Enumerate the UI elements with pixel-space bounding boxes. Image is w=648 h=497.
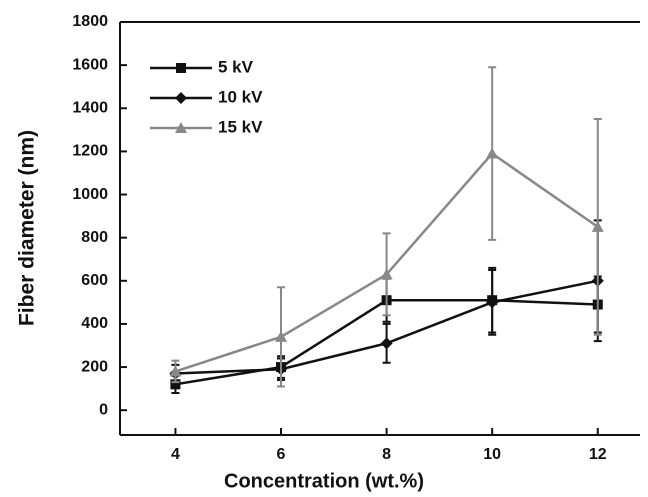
x-axis-label: Concentration (wt.%): [224, 470, 424, 492]
y-tick-label: 200: [81, 358, 108, 375]
y-tick-label: 800: [81, 229, 108, 246]
y-tick-label: 1200: [72, 143, 108, 160]
marker: [486, 147, 499, 159]
x-tick-label: 6: [277, 446, 286, 463]
legend-label: 10 kV: [218, 87, 263, 106]
legend-marker: [176, 63, 186, 73]
y-axis-label: Fiber diameter (nm): [16, 130, 39, 326]
marker: [380, 268, 393, 280]
x-tick-label: 12: [589, 446, 607, 463]
y-tick-label: 1400: [72, 99, 108, 116]
x-tick-label: 8: [382, 446, 391, 463]
marker: [591, 220, 604, 232]
marker: [169, 365, 182, 377]
marker: [380, 337, 393, 350]
x-tick-label: 10: [483, 446, 501, 463]
y-tick-label: 600: [81, 272, 108, 289]
legend-marker: [175, 92, 187, 104]
y-tick-label: 1800: [72, 13, 108, 30]
legend-label: 15 kV: [218, 117, 263, 136]
legend-marker: [175, 122, 187, 133]
y-tick-label: 0: [99, 401, 108, 418]
legend-label: 5 kV: [218, 57, 254, 76]
x-tick-label: 4: [171, 446, 180, 463]
y-tick-label: 1600: [72, 56, 108, 73]
y-tick-label: 1000: [72, 186, 108, 203]
y-tick-label: 400: [81, 315, 108, 332]
marker: [486, 296, 499, 309]
marker: [275, 330, 288, 342]
marker: [170, 379, 181, 390]
